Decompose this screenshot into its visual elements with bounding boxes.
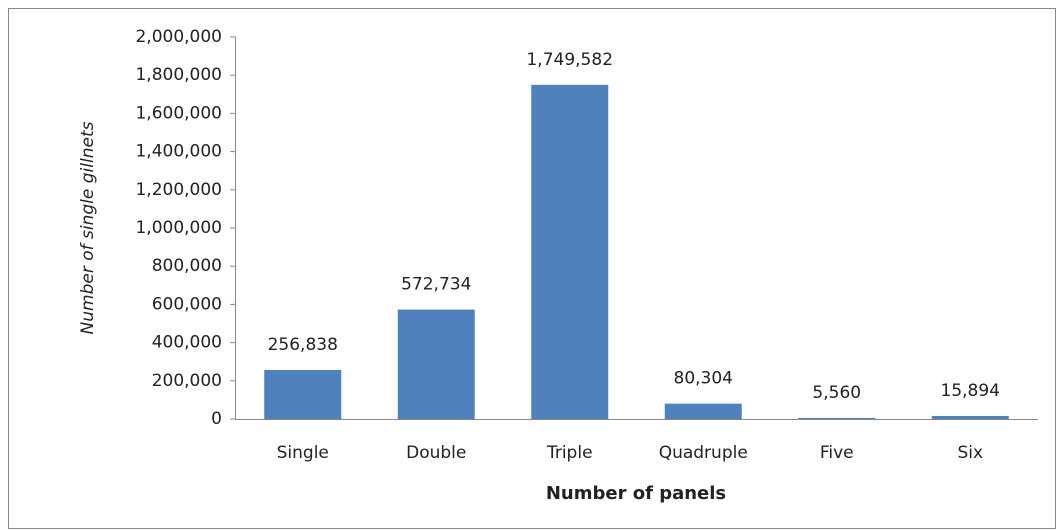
value-label: 15,894 [941,381,1000,401]
y-tick-label: 1,600,000 [135,103,222,123]
x-tick-label: Six [957,443,983,463]
x-tick-label: Single [277,443,329,463]
bar [664,403,742,419]
value-label: 1,749,582 [526,50,613,70]
value-label: 572,734 [401,275,471,295]
y-tick-label: 2,000,000 [135,27,222,47]
x-axis-title: Number of panels [546,483,726,504]
y-tick-label: 1,000,000 [135,218,222,238]
y-tick-label: 1,800,000 [135,65,222,85]
value-label: 256,838 [268,335,338,355]
y-tick-label: 0 [211,409,222,429]
y-tick-label: 1,200,000 [135,180,222,200]
x-tick-label: Triple [546,443,593,463]
y-tick-label: 1,400,000 [135,142,222,162]
y-tick-label: 600,000 [152,294,222,314]
x-tick-label: Five [820,443,854,463]
bar [264,369,342,419]
y-tick-label: 400,000 [152,333,222,353]
x-tick-label: Double [406,443,466,463]
value-label: 80,304 [674,369,733,389]
y-tick-label: 800,000 [152,256,222,276]
bar [931,415,1009,419]
bar [531,84,609,420]
bar [397,309,475,419]
value-label: 5,560 [812,383,861,403]
y-axis-title: Number of single gillnets [78,121,98,334]
x-tick-label: Quadruple [659,443,748,463]
y-tick-label: 200,000 [152,371,222,391]
bar [798,417,876,419]
